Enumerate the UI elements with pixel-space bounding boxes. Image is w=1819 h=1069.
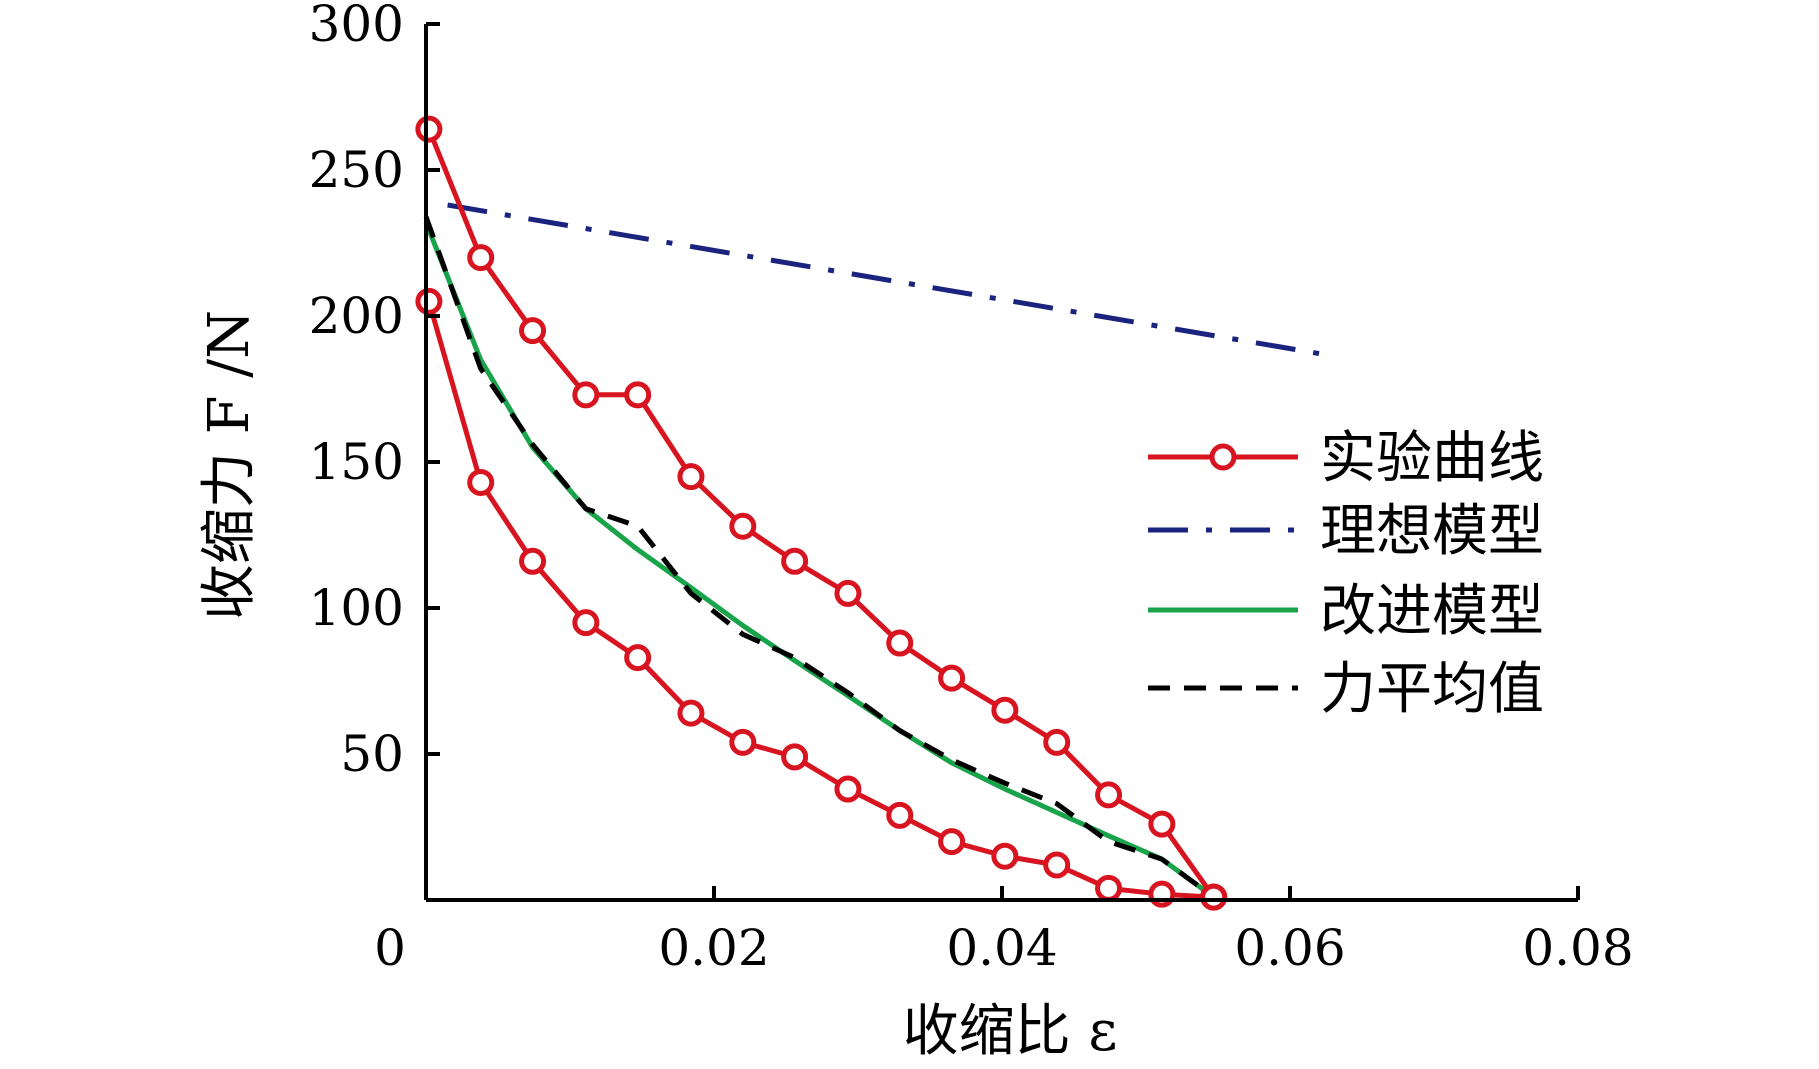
- y-tick-label-100: 100: [309, 579, 404, 637]
- legend-item-improved-model: 改进模型: [1148, 579, 1544, 644]
- x-tick-label-0-08: 0.08: [1522, 919, 1633, 977]
- data-point-experiment-2-10: [886, 801, 914, 829]
- x-tick-label-0-02: 0.02: [658, 919, 769, 977]
- data-point-experiment-1-3: [519, 317, 547, 345]
- data-point-experiment-2-5: [624, 644, 652, 672]
- data-point-experiment-2-7: [729, 728, 757, 756]
- data-point-experiment-1-2: [467, 244, 495, 272]
- data-point-experiment-2-6: [677, 699, 705, 727]
- legend-label-improved-model: 改进模型: [1320, 579, 1544, 644]
- x-tick-label-0-04: 0.04: [946, 919, 1057, 977]
- data-point-experiment-2-1: [415, 287, 443, 315]
- data-point-experiment-2-12: [991, 842, 1019, 870]
- y-tick-label-150: 150: [309, 433, 404, 491]
- legend-item-mean-force: 力平均值: [1148, 657, 1544, 722]
- series-line-experiment-2: [426, 300, 1214, 900]
- data-point-experiment-2-13: [1043, 851, 1071, 879]
- series-line-mean-force-1: [423, 215, 1216, 900]
- legend-marker-experiment: [1209, 443, 1237, 471]
- x-tick-label-0-06: 0.06: [1234, 919, 1345, 977]
- data-point-experiment-2-3: [519, 547, 547, 575]
- legend-item-experiment: 实验曲线: [1148, 426, 1544, 491]
- data-point-experiment-2-2: [467, 468, 495, 496]
- data-point-experiment-1-4: [572, 381, 600, 409]
- data-point-experiment-2-11: [938, 828, 966, 856]
- data-point-experiment-1-12: [991, 696, 1019, 724]
- y-tick-label-50: 50: [340, 725, 404, 783]
- data-point-experiment-1-13: [1043, 728, 1071, 756]
- data-point-experiment-1-7: [729, 512, 757, 540]
- data-point-experiment-1-14: [1095, 781, 1123, 809]
- legend-label-experiment: 实验曲线: [1320, 426, 1544, 491]
- plot-lines: [423, 128, 1323, 900]
- y-tick-label-300: 300: [309, 0, 404, 53]
- data-point-experiment-1-11: [938, 664, 966, 692]
- data-point-experiment-2-14: [1095, 874, 1123, 902]
- legend-label-mean-force: 力平均值: [1320, 657, 1544, 722]
- data-point-experiment-1-5: [624, 381, 652, 409]
- legend: 实验曲线 理想模型 改进模型 力平均值: [1148, 426, 1544, 722]
- series-line-experiment-1: [426, 128, 1216, 899]
- origin-label: 0: [374, 919, 406, 977]
- data-point-experiment-1-8: [781, 547, 809, 575]
- y-ticks: 50 100 150 200 250 300: [309, 0, 440, 783]
- data-point-experiment-1-10: [886, 629, 914, 657]
- y-tick-label-250: 250: [309, 141, 404, 199]
- data-point-experiment-2-8: [781, 743, 809, 771]
- data-point-experiment-1-15: [1148, 810, 1176, 838]
- data-point-experiment-2-9: [834, 775, 862, 803]
- data-point-experiment-2-4: [572, 609, 600, 637]
- x-ticks: 0.02 0.04 0.06 0.08: [658, 886, 1634, 977]
- data-point-experiment-2-16: [1200, 883, 1228, 911]
- plot-markers: [415, 115, 1228, 911]
- x-axis-title: 收缩比 ε: [903, 999, 1118, 1064]
- y-tick-label-200: 200: [309, 287, 404, 345]
- legend-item-ideal-model: 理想模型: [1148, 499, 1544, 564]
- data-point-experiment-1-9: [834, 579, 862, 607]
- data-point-experiment-1-6: [677, 463, 705, 491]
- data-point-experiment-1-1: [415, 115, 443, 143]
- series-line-ideal-model-1: [447, 202, 1323, 357]
- y-axis-title: 收缩力 F /N: [197, 310, 262, 620]
- legend-label-ideal-model: 理想模型: [1320, 499, 1544, 564]
